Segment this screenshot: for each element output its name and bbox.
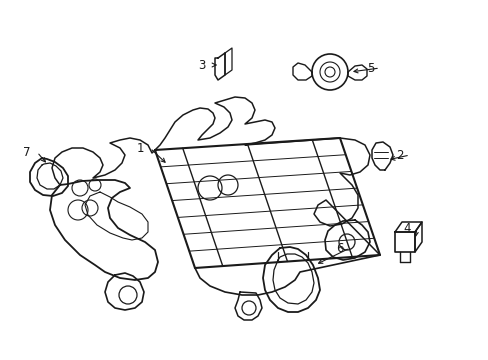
Text: 7: 7 — [23, 145, 31, 158]
Text: 3: 3 — [198, 59, 205, 72]
Text: 5: 5 — [366, 62, 373, 75]
Text: 6: 6 — [336, 242, 343, 255]
Text: 4: 4 — [403, 221, 410, 234]
Text: 2: 2 — [396, 149, 403, 162]
Text: 1: 1 — [136, 141, 143, 154]
